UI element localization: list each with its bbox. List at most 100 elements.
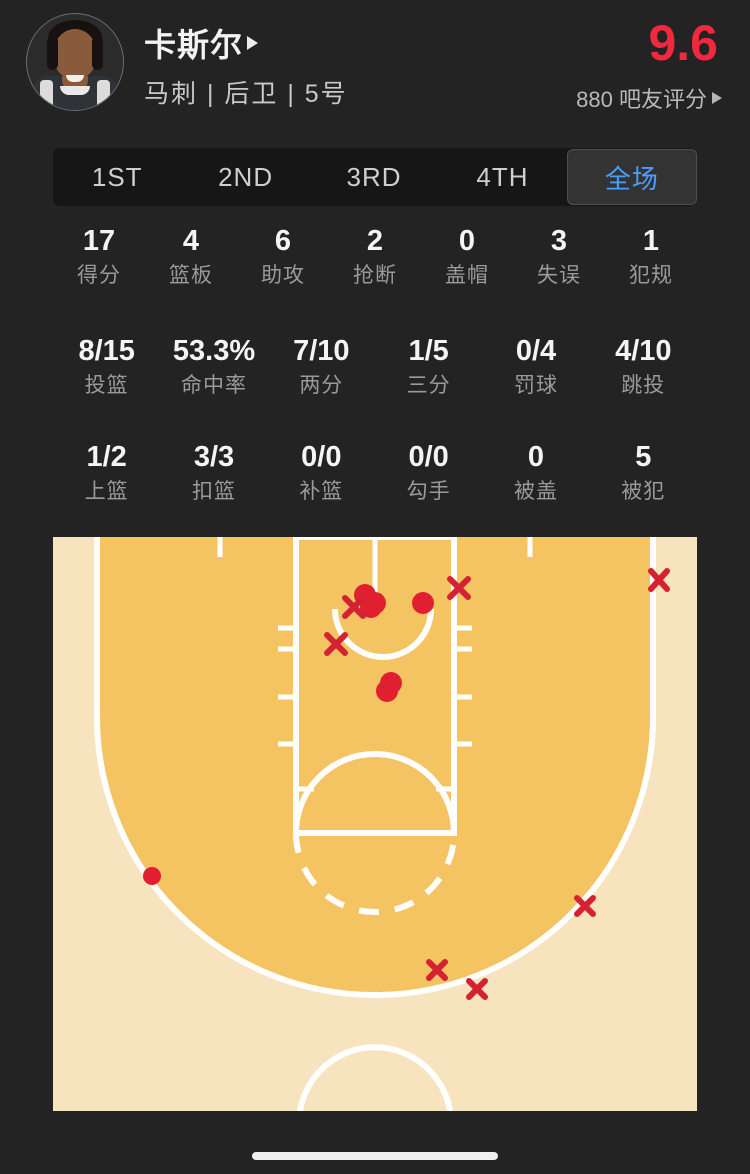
stat-value: 7/10 — [293, 335, 350, 367]
stat-putbacks: 0/0 补篮 — [268, 438, 375, 508]
stat-value: 4/10 — [615, 335, 672, 367]
stat-label: 被犯 — [621, 480, 666, 503]
stat-fouls: 1 犯规 — [605, 222, 697, 292]
shot-missed — [447, 576, 471, 600]
tab-2nd[interactable]: 2ND — [218, 161, 274, 192]
restricted-area-arc — [332, 608, 434, 660]
stat-value: 6 — [274, 225, 292, 257]
stat-label: 失误 — [537, 264, 581, 287]
shot-made — [412, 592, 434, 614]
play-triangle-icon — [712, 92, 722, 104]
stat-layups: 1/2 上篮 — [53, 438, 160, 508]
stat-label: 扣篮 — [191, 480, 236, 503]
stat-field-goals: 8/15 投篮 — [53, 332, 160, 402]
shot-missed — [466, 978, 488, 1000]
avatar-jersey-left-strap — [40, 80, 53, 110]
shot-made — [143, 867, 161, 885]
stat-value: 2 — [366, 225, 384, 257]
three-point-line — [94, 537, 656, 998]
stat-value: 4 — [182, 225, 200, 257]
stat-value: 0/0 — [301, 441, 342, 473]
shot-chart[interactable] — [53, 537, 697, 1111]
tab-4th[interactable]: 4TH — [476, 161, 529, 192]
stat-value: 0 — [458, 225, 476, 257]
stat-label: 被盖 — [513, 480, 558, 503]
avatar-collar — [60, 86, 90, 95]
stat-label: 罚球 — [513, 374, 558, 397]
free-throw-circle-bottom — [293, 832, 457, 915]
free-throw-circle-top — [293, 751, 457, 834]
shot-made — [376, 680, 398, 702]
stat-two-pointers: 7/10 两分 — [268, 332, 375, 402]
player-header: 卡斯尔 马刺 | 后卫 | 5号 9.6 880 吧友评分 — [0, 0, 750, 130]
shots-made — [143, 584, 434, 885]
stat-label: 两分 — [299, 374, 344, 397]
shot-missed — [324, 632, 348, 656]
rating-votes[interactable]: 880 吧友评分 — [576, 82, 722, 114]
stat-label: 投篮 — [84, 374, 129, 397]
stat-three-pointers: 1/5 三分 — [375, 332, 482, 402]
stat-value: 1/2 — [86, 441, 127, 473]
avatar-jersey-right-strap — [97, 80, 110, 110]
stat-fouls-drawn: 5 被犯 — [590, 438, 697, 508]
shot-chart-svg — [53, 537, 697, 1111]
stat-label: 勾手 — [406, 480, 451, 503]
home-indicator[interactable] — [252, 1152, 498, 1160]
play-triangle-icon — [247, 36, 259, 50]
shot-missed — [648, 568, 670, 592]
stat-label: 跳投 — [621, 374, 666, 397]
stat-value: 1 — [642, 225, 660, 257]
stat-value: 1/5 — [408, 335, 449, 367]
stat-rebounds: 4 篮板 — [145, 222, 237, 292]
rating-score: 9.6 — [648, 15, 718, 71]
stat-steals: 2 抢断 — [329, 222, 421, 292]
stat-label: 上篮 — [84, 480, 129, 503]
stat-shots-blocked: 0 被盖 — [482, 438, 589, 508]
stat-value: 53.3% — [172, 335, 256, 367]
stat-points: 17 得分 — [53, 222, 145, 292]
stat-value: 8/15 — [78, 335, 135, 367]
stat-label: 得分 — [77, 264, 121, 287]
stat-field-goal-pct: 53.3% 命中率 — [160, 332, 267, 402]
shot-missed — [426, 959, 448, 981]
avatar[interactable] — [26, 13, 124, 111]
player-meta: 马刺 | 后卫 | 5号 — [144, 80, 348, 108]
stat-label: 犯规 — [629, 264, 673, 287]
stat-hook-shots: 0/0 勾手 — [375, 438, 482, 508]
stat-jump-shots: 4/10 跳投 — [590, 332, 697, 402]
tab-3rd[interactable]: 3RD — [346, 161, 402, 192]
stat-label: 三分 — [406, 374, 451, 397]
avatar-hair-left-lock — [47, 36, 58, 70]
stat-label: 助攻 — [261, 264, 305, 287]
stat-label: 命中率 — [180, 374, 247, 397]
tab-1st[interactable]: 1ST — [91, 161, 143, 192]
stat-label: 篮板 — [169, 264, 213, 287]
stat-value: 3/3 — [193, 441, 235, 473]
avatar-face — [53, 29, 97, 82]
stat-label: 抢断 — [353, 264, 397, 287]
avatar-hair-right-lock — [92, 36, 103, 70]
rating-votes-label: 880 吧友评分 — [576, 87, 707, 112]
stat-turnovers: 3 失误 — [513, 222, 605, 292]
stat-dunks: 3/3 扣篮 — [160, 438, 267, 508]
stat-label: 补篮 — [299, 480, 344, 503]
stats-row-basic: 17 得分 4 篮板 6 助攻 2 抢断 0 盖帽 3 失误 1 犯规 — [53, 222, 697, 292]
shot-missed — [342, 595, 366, 619]
paint-key — [293, 537, 457, 836]
shot-made — [360, 596, 382, 618]
stat-value: 3 — [550, 225, 568, 257]
stat-value: 0/4 — [515, 335, 557, 367]
court-inside-arc-area — [97, 537, 653, 995]
lane-marks — [217, 537, 533, 792]
stat-value: 5 — [635, 441, 652, 473]
stat-value: 0 — [527, 441, 545, 473]
player-name-text: 卡斯尔 — [144, 27, 244, 63]
shots-missed — [324, 568, 670, 1000]
period-tabs: 1ST 2ND 3RD 4TH 全场 — [53, 148, 698, 206]
stat-label: 盖帽 — [445, 264, 489, 287]
tab-full-game[interactable]: 全场 — [566, 149, 698, 205]
court-lines — [94, 537, 656, 1111]
stat-value: 0/0 — [408, 441, 449, 473]
player-name[interactable]: 卡斯尔 — [144, 20, 259, 66]
